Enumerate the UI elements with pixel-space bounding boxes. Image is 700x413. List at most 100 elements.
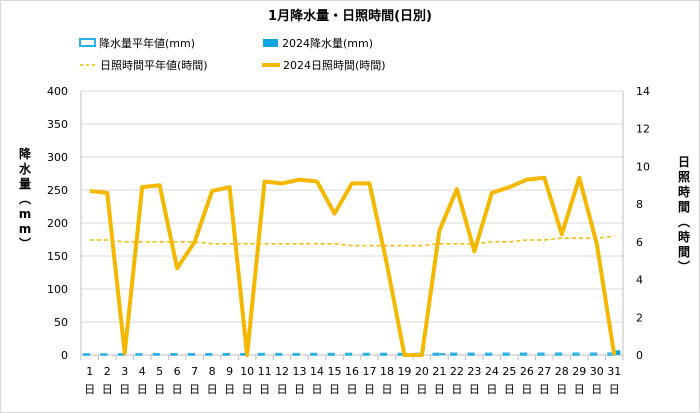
bar-normal-precip	[432, 352, 440, 356]
x-tick-label: 24	[485, 365, 499, 378]
legend: 降水量平年値(mm) 2024降水量(mm) 日照時間平年値(時間) 2024日…	[79, 36, 386, 72]
bar-normal-precip	[484, 352, 493, 356]
x-tick-label: 1	[86, 365, 93, 378]
x-tick-unit: 日	[504, 383, 515, 396]
bar-normal-precip	[519, 352, 528, 356]
bar-normal-precip	[135, 353, 143, 356]
x-tick-label: 27	[537, 365, 551, 378]
bar-2024-precip	[614, 350, 621, 355]
x-tick-unit: 日	[556, 383, 567, 396]
bar-normal-precip	[275, 352, 283, 356]
right-tick-label: 8	[636, 198, 643, 211]
x-tick-unit: 日	[119, 383, 130, 396]
x-axis-ticks: 1日2日3日4日5日6日7日8日9日10日11日12日13日14日15日16日1…	[84, 365, 621, 396]
x-tick-label: 16	[345, 365, 359, 378]
x-tick-unit: 日	[294, 383, 305, 396]
bar-normal-precip	[589, 352, 598, 356]
legend-label-normal-sunshine: 日照時間平年値(時間)	[100, 58, 208, 72]
bar-normal-precip	[100, 353, 108, 356]
x-tick-unit: 日	[329, 383, 340, 396]
x-tick-label: 10	[240, 365, 254, 378]
x-tick-unit: 日	[381, 383, 392, 396]
gridlines	[80, 90, 624, 360]
legend-label-2024-sunshine: 2024日照時間(時間)	[283, 59, 386, 72]
x-tick-label: 21	[432, 365, 446, 378]
bar-normal-precip	[554, 352, 563, 356]
x-tick-label: 19	[397, 365, 411, 378]
left-axis-title: 降水量︵ m m ︶	[18, 146, 32, 251]
left-tick-label: 400	[47, 85, 68, 98]
x-tick-unit: 日	[154, 383, 165, 396]
bar-normal-precip	[292, 352, 300, 356]
x-tick-label: 2	[104, 365, 111, 378]
bar-normal-precip	[467, 352, 475, 356]
right-axis-ticks: 0 2 4 6 8 10 12 14	[636, 85, 650, 362]
bar-normal-precip	[345, 352, 353, 356]
x-tick-unit: 日	[399, 383, 410, 396]
x-tick-unit: 日	[434, 383, 445, 396]
right-tick-label: 2	[636, 311, 643, 324]
left-tick-label: 250	[47, 184, 68, 197]
right-tick-label: 12	[636, 123, 650, 136]
line-normal-sunshine	[89, 235, 615, 247]
x-tick-label: 15	[328, 365, 342, 378]
x-tick-unit: 日	[312, 383, 323, 396]
sunshine-lines	[89, 175, 617, 357]
x-tick-unit: 日	[486, 383, 497, 396]
right-tick-label: 10	[636, 160, 650, 173]
left-tick-label: 200	[47, 217, 68, 230]
bar-normal-precip	[502, 352, 510, 356]
x-tick-label: 31	[607, 365, 621, 378]
x-tick-label: 22	[450, 365, 464, 378]
x-tick-unit: 日	[609, 383, 620, 396]
right-axis-title: 日照時間︵時間︶	[677, 155, 691, 274]
bar-normal-precip	[362, 352, 370, 356]
bar-normal-precip	[327, 352, 335, 356]
bar-normal-precip	[537, 352, 545, 356]
bar-normal-precip	[310, 352, 318, 356]
x-tick-label: 11	[258, 365, 272, 378]
x-tick-unit: 日	[242, 383, 253, 396]
x-tick-unit: 日	[224, 383, 235, 396]
legend-label-2024-precip: 2024降水量(mm)	[282, 36, 373, 50]
right-tick-label: 14	[636, 85, 650, 98]
x-tick-label: 17	[362, 365, 376, 378]
x-tick-unit: 日	[539, 383, 550, 396]
x-tick-label: 9	[226, 365, 233, 378]
x-tick-label: 13	[293, 365, 307, 378]
bar-normal-precip	[380, 352, 388, 356]
x-tick-label: 7	[191, 365, 198, 378]
x-tick-unit: 日	[189, 383, 200, 396]
legend-label-normal-precip: 降水量平年値(mm)	[99, 36, 195, 50]
x-tick-unit: 日	[451, 383, 462, 396]
left-tick-label: 300	[47, 151, 68, 164]
right-tick-label: 0	[636, 349, 643, 362]
x-tick-unit: 日	[469, 383, 480, 396]
x-tick-label: 14	[310, 365, 324, 378]
x-tick-label: 29	[572, 365, 586, 378]
x-tick-label: 4	[139, 365, 146, 378]
bar-normal-precip	[450, 352, 458, 356]
x-tick-label: 23	[467, 365, 481, 378]
x-tick-label: 26	[520, 365, 534, 378]
legend-swatch-normal-precip	[79, 38, 96, 47]
x-tick-label: 18	[380, 365, 394, 378]
x-tick-label: 30	[590, 365, 604, 378]
x-tick-unit: 日	[347, 383, 358, 396]
x-tick-unit: 日	[574, 383, 585, 396]
bar-normal-precip	[572, 352, 580, 356]
x-tick-label: 20	[415, 365, 429, 378]
x-tick-unit: 日	[521, 383, 532, 396]
line-2024-sunshine	[89, 175, 617, 357]
bar-normal-precip	[82, 353, 91, 356]
x-tick-unit: 日	[277, 383, 288, 396]
legend-swatch-2024-precip	[263, 39, 278, 47]
x-tick-label: 25	[502, 365, 516, 378]
chart-title: 1月降水量・日照時間(日別)	[268, 8, 432, 24]
x-tick-unit: 日	[207, 383, 218, 396]
bar-2024-precip	[439, 353, 446, 355]
x-tick-unit: 日	[137, 383, 148, 396]
left-tick-label: 150	[47, 250, 68, 263]
x-tick-unit: 日	[84, 383, 95, 396]
